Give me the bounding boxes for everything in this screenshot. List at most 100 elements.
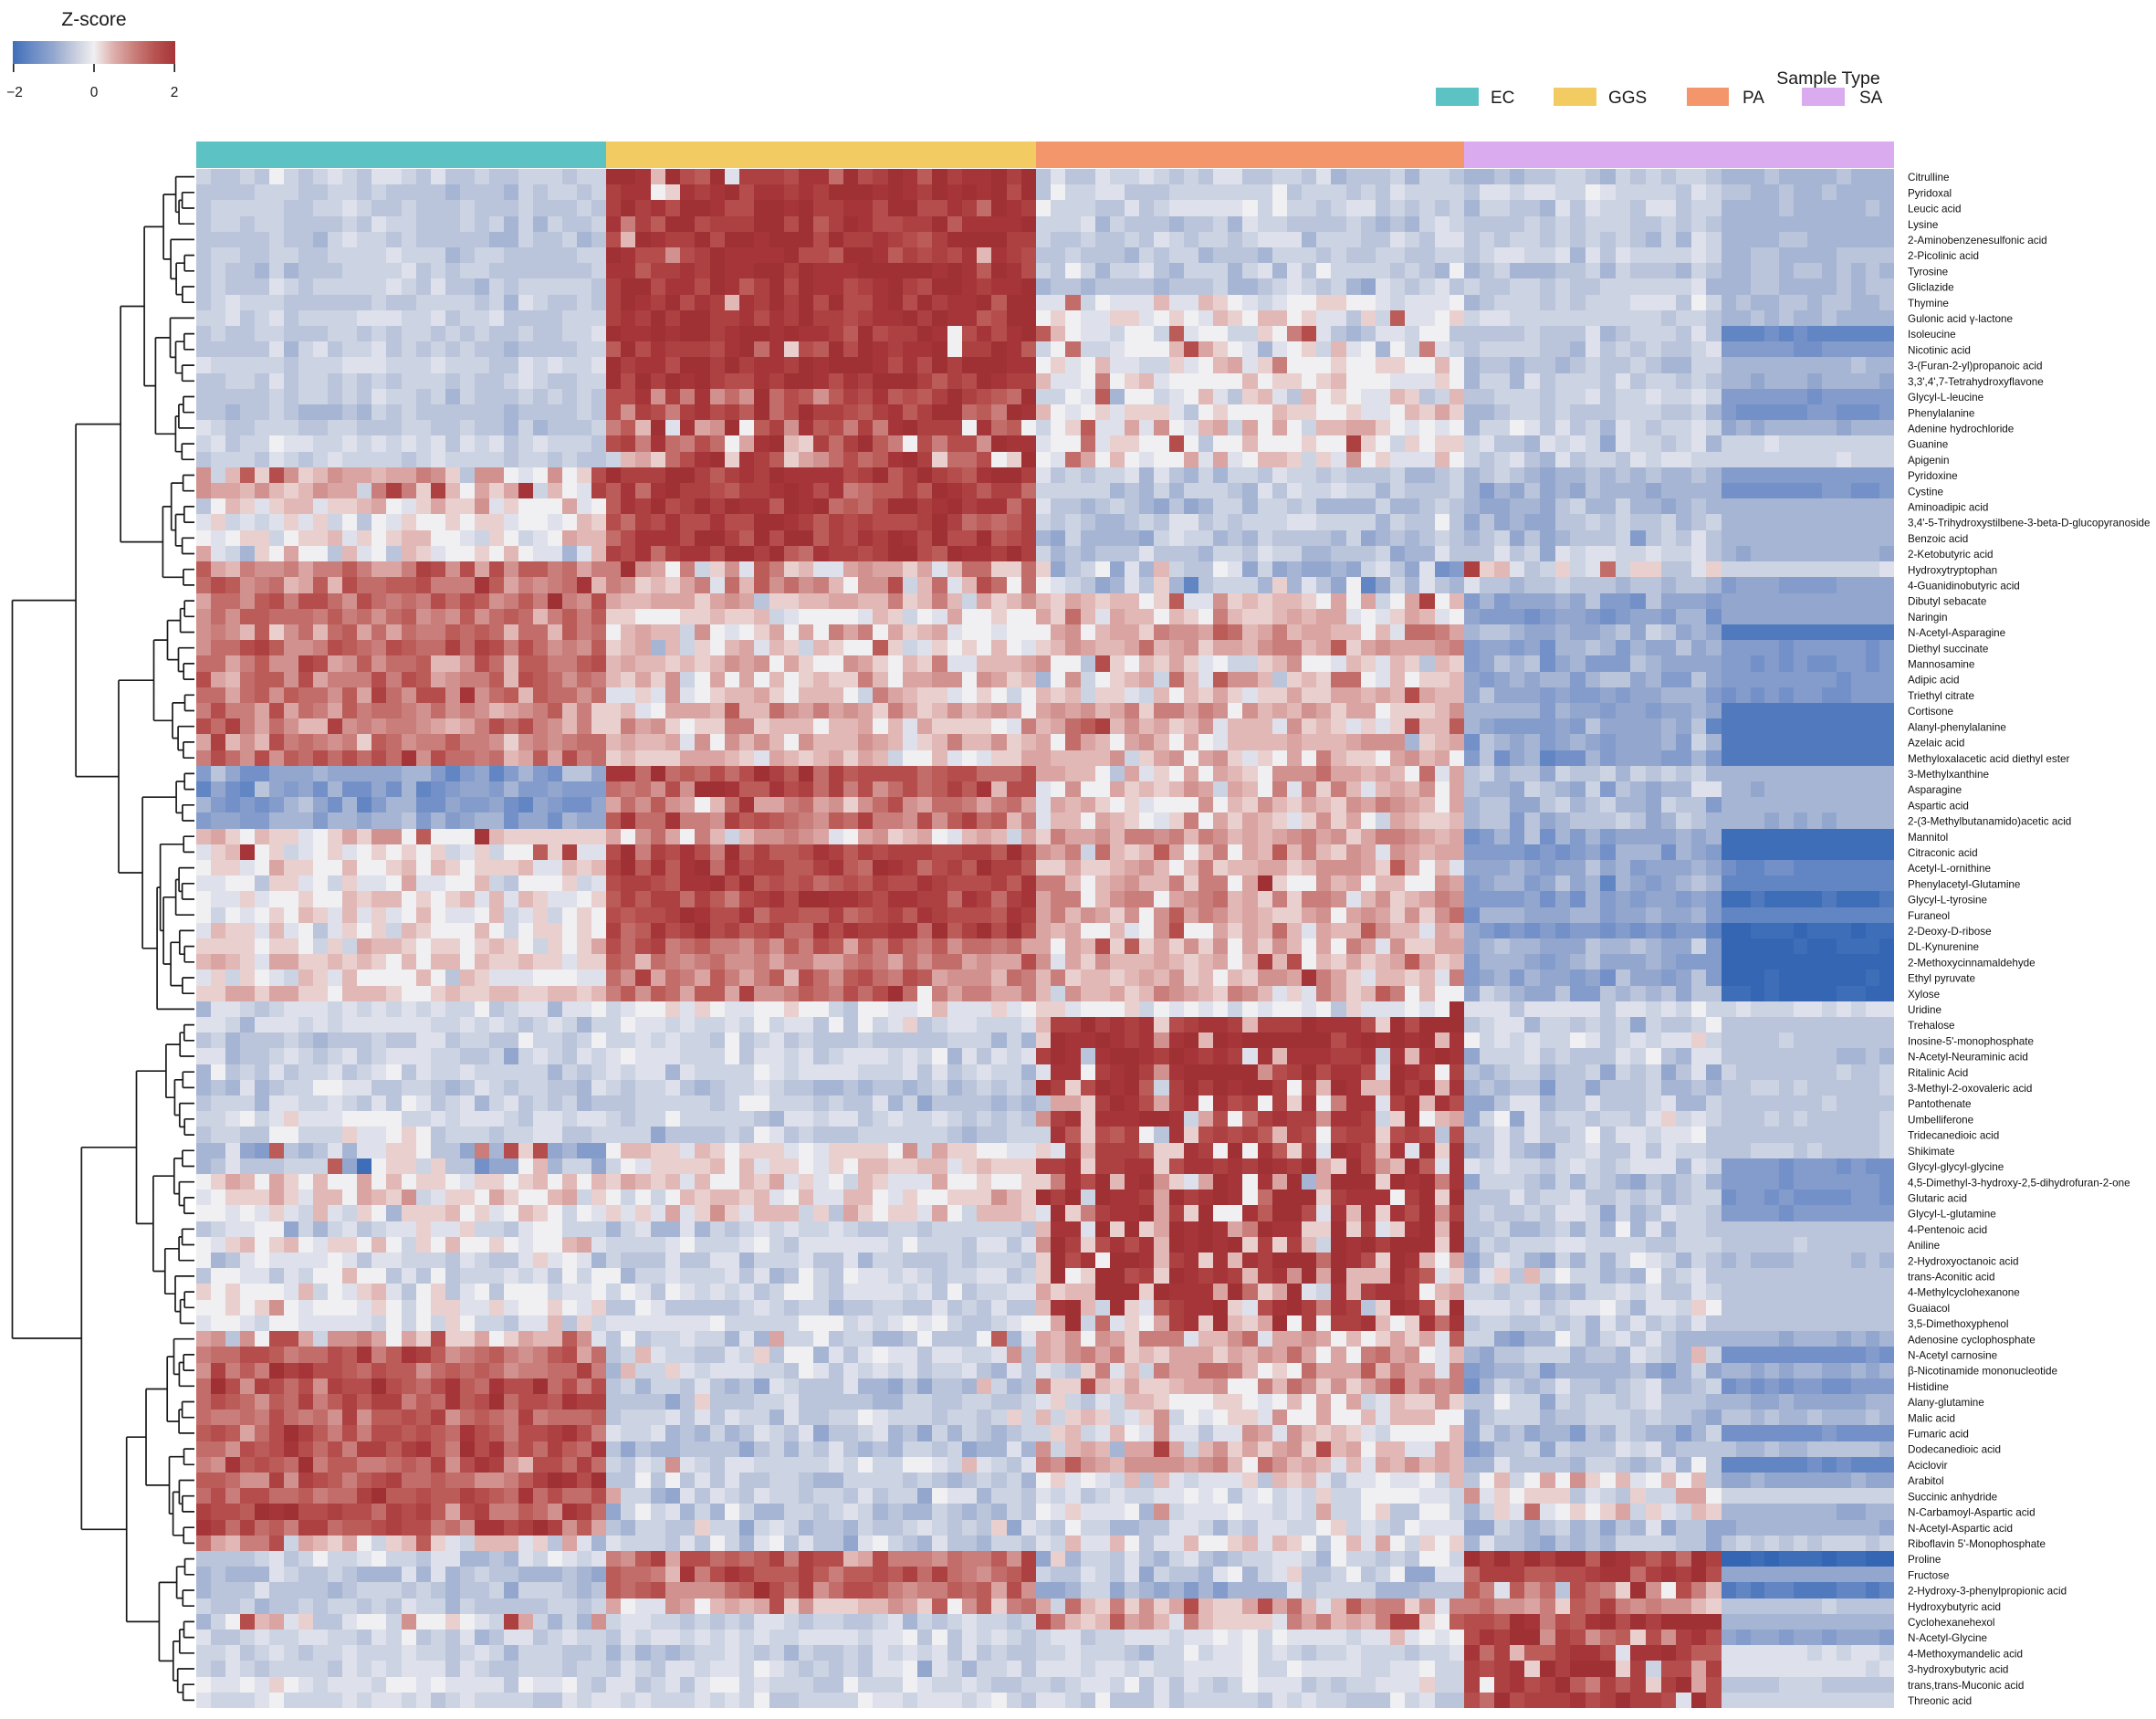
- svg-text:Phenylalanine: Phenylalanine: [1908, 407, 1974, 419]
- svg-text:Apigenin: Apigenin: [1908, 455, 1950, 466]
- svg-text:Aspartic acid: Aspartic acid: [1908, 800, 1969, 812]
- svg-text:Pyridoxine: Pyridoxine: [1908, 470, 1958, 482]
- svg-text:Cortisone: Cortisone: [1908, 706, 1953, 718]
- svg-text:DL-Kynurenine: DL-Kynurenine: [1908, 941, 1979, 953]
- svg-text:2-Hydroxy-3-phenylpropionic ac: 2-Hydroxy-3-phenylpropionic acid: [1908, 1586, 2067, 1598]
- svg-text:Thymine: Thymine: [1908, 298, 1949, 309]
- svg-text:Malic acid: Malic acid: [1908, 1412, 1955, 1424]
- svg-text:2-Ketobutyric acid: 2-Ketobutyric acid: [1908, 549, 1994, 561]
- svg-text:3,4'-5-Trihydroxystilbene-3-be: 3,4'-5-Trihydroxystilbene-3-beta-D-gluco…: [1908, 518, 2151, 529]
- svg-text:Dodecanedioic acid: Dodecanedioic acid: [1908, 1444, 2001, 1456]
- svg-text:Mannosamine: Mannosamine: [1908, 659, 1974, 671]
- svg-text:N-Carbamoyl-Aspartic acid: N-Carbamoyl-Aspartic acid: [1908, 1507, 2036, 1519]
- svg-text:N-Acetyl-Asparagine: N-Acetyl-Asparagine: [1908, 627, 2005, 639]
- svg-text:Fructose: Fructose: [1908, 1569, 1949, 1581]
- svg-text:Acetyl-L-ornithine: Acetyl-L-ornithine: [1908, 863, 1991, 875]
- svg-text:N-Acetyl-Glycine: N-Acetyl-Glycine: [1908, 1632, 1987, 1644]
- svg-text:3,5-Dimethoxyphenol: 3,5-Dimethoxyphenol: [1908, 1318, 2008, 1330]
- svg-text:Aciclovir: Aciclovir: [1908, 1460, 1948, 1472]
- svg-text:Trehalose: Trehalose: [1908, 1020, 1955, 1032]
- svg-text:Glycyl-L-glutamine: Glycyl-L-glutamine: [1908, 1209, 1996, 1221]
- svg-text:Gulonic acid γ-lactone: Gulonic acid γ-lactone: [1908, 313, 2013, 325]
- svg-text:Aminoadipic acid: Aminoadipic acid: [1908, 502, 1988, 514]
- svg-text:4-Pentenoic acid: 4-Pentenoic acid: [1908, 1224, 1987, 1236]
- svg-text:Dibutyl sebacate: Dibutyl sebacate: [1908, 596, 1986, 608]
- svg-text:Methyloxalacetic acid diethyl: Methyloxalacetic acid diethyl ester: [1908, 753, 2069, 765]
- svg-text:Cystine: Cystine: [1908, 486, 1943, 498]
- svg-text:Hydroxybutyric acid: Hydroxybutyric acid: [1908, 1601, 2001, 1613]
- svg-text:Pyridoxal: Pyridoxal: [1908, 187, 1952, 199]
- svg-text:Tyrosine: Tyrosine: [1908, 266, 1948, 278]
- svg-text:Xylose: Xylose: [1908, 989, 1940, 1001]
- svg-text:2-Aminobenzenesulfonic acid: 2-Aminobenzenesulfonic acid: [1908, 235, 2047, 246]
- svg-text:Naringin: Naringin: [1908, 612, 1948, 624]
- svg-text:Guaiacol: Guaiacol: [1908, 1303, 1950, 1315]
- svg-text:Azelaic acid: Azelaic acid: [1908, 738, 1964, 749]
- svg-text:Ethyl pyruvate: Ethyl pyruvate: [1908, 973, 1975, 985]
- svg-text:Mannitol: Mannitol: [1908, 832, 1948, 844]
- svg-text:Leucic acid: Leucic acid: [1908, 204, 1961, 215]
- svg-text:N-Acetyl-Neuraminic acid: N-Acetyl-Neuraminic acid: [1908, 1052, 2028, 1064]
- svg-text:Riboflavin 5'-Monophosphate: Riboflavin 5'-Monophosphate: [1908, 1538, 2046, 1550]
- svg-text:Umbelliferone: Umbelliferone: [1908, 1114, 1973, 1126]
- svg-text:4-Guanidinobutyric acid: 4-Guanidinobutyric acid: [1908, 581, 2020, 592]
- svg-text:SA: SA: [1859, 89, 1883, 108]
- svg-text:Lysine: Lysine: [1908, 219, 1938, 231]
- svg-text:Hydroxytryptophan: Hydroxytryptophan: [1908, 564, 1997, 576]
- svg-text:Isoleucine: Isoleucine: [1908, 329, 1956, 341]
- svg-text:Gliclazide: Gliclazide: [1908, 282, 1954, 294]
- svg-text:Triethyl citrate: Triethyl citrate: [1908, 690, 1974, 702]
- svg-text:2-Methoxycinnamaldehyde: 2-Methoxycinnamaldehyde: [1908, 957, 2036, 969]
- svg-text:Glycyl-L-tyrosine: Glycyl-L-tyrosine: [1908, 895, 1987, 907]
- svg-text:trans-Aconitic acid: trans-Aconitic acid: [1908, 1272, 1995, 1284]
- svg-text:N-Acetyl carnosine: N-Acetyl carnosine: [1908, 1350, 1997, 1362]
- svg-text:3-Methyl-2-oxovaleric acid: 3-Methyl-2-oxovaleric acid: [1908, 1083, 2032, 1095]
- svg-text:3-Methylxanthine: 3-Methylxanthine: [1908, 769, 1989, 781]
- svg-text:Adenosine cyclophosphate: Adenosine cyclophosphate: [1908, 1334, 2036, 1346]
- svg-text:Glycyl-glycyl-glycine: Glycyl-glycyl-glycine: [1908, 1161, 2004, 1173]
- svg-text:GGS: GGS: [1608, 89, 1647, 108]
- svg-text:Arabitol: Arabitol: [1908, 1475, 1944, 1487]
- svg-text:trans,trans-Muconic acid: trans,trans-Muconic acid: [1908, 1680, 2024, 1692]
- svg-text:Tridecanedioic acid: Tridecanedioic acid: [1908, 1130, 1999, 1142]
- svg-text:2-Picolinic acid: 2-Picolinic acid: [1908, 250, 1979, 262]
- svg-text:Ritalinic Acid: Ritalinic Acid: [1908, 1067, 1968, 1079]
- svg-text:Adenine hydrochloride: Adenine hydrochloride: [1908, 424, 2014, 435]
- svg-text:Diethyl succinate: Diethyl succinate: [1908, 643, 1988, 655]
- svg-text:Nicotinic acid: Nicotinic acid: [1908, 344, 1971, 356]
- svg-text:Alany-glutamine: Alany-glutamine: [1908, 1397, 1984, 1409]
- svg-text:Guanine: Guanine: [1908, 439, 1948, 451]
- svg-text:4-Methoxymandelic acid: 4-Methoxymandelic acid: [1908, 1648, 2023, 1660]
- svg-text:Cyclohexanehexol: Cyclohexanehexol: [1908, 1617, 1995, 1629]
- svg-text:2: 2: [171, 85, 179, 100]
- svg-text:−2: −2: [6, 85, 23, 100]
- svg-text:4-Methylcyclohexanone: 4-Methylcyclohexanone: [1908, 1287, 2020, 1299]
- svg-text:Furaneol: Furaneol: [1908, 910, 1950, 922]
- svg-text:Sample Type: Sample Type: [1776, 68, 1879, 89]
- svg-text:Adipic acid: Adipic acid: [1908, 675, 1960, 687]
- svg-text:Glutaric acid: Glutaric acid: [1908, 1193, 1967, 1205]
- svg-text:PA: PA: [1743, 89, 1764, 108]
- svg-text:Fumaric acid: Fumaric acid: [1908, 1429, 1969, 1441]
- svg-text:Benzoic acid: Benzoic acid: [1908, 533, 1968, 545]
- svg-text:Histidine: Histidine: [1908, 1381, 1949, 1393]
- svg-text:3-(Furan-2-yl)propanoic acid: 3-(Furan-2-yl)propanoic acid: [1908, 361, 2042, 372]
- svg-text:3-hydroxybutyric acid: 3-hydroxybutyric acid: [1908, 1664, 2008, 1676]
- svg-text:Shikimate: Shikimate: [1908, 1146, 1954, 1158]
- svg-text:Pantothenate: Pantothenate: [1908, 1098, 1972, 1110]
- svg-text:Phenylacetyl-Glutamine: Phenylacetyl-Glutamine: [1908, 878, 2020, 890]
- svg-text:Inosine-5'-monophosphate: Inosine-5'-monophosphate: [1908, 1035, 2034, 1047]
- svg-text:Proline: Proline: [1908, 1554, 1941, 1566]
- svg-text:2-Hydroxyoctanoic acid: 2-Hydroxyoctanoic acid: [1908, 1255, 2018, 1267]
- svg-text:β-Nicotinamide mononucleotide: β-Nicotinamide mononucleotide: [1908, 1366, 2057, 1378]
- svg-text:Alanyl-phenylalanine: Alanyl-phenylalanine: [1908, 721, 2006, 733]
- svg-text:2-(3-Methylbutanamido)acetic a: 2-(3-Methylbutanamido)acetic acid: [1908, 816, 2071, 828]
- svg-text:Z-score: Z-score: [61, 9, 126, 30]
- svg-text:N-Acetyl-Aspartic acid: N-Acetyl-Aspartic acid: [1908, 1523, 2013, 1535]
- svg-text:0: 0: [90, 85, 99, 100]
- svg-text:Citraconic acid: Citraconic acid: [1908, 847, 1978, 859]
- svg-text:Threonic acid: Threonic acid: [1908, 1695, 1972, 1707]
- svg-text:4,5-Dimethyl-3-hydroxy-2,5-dih: 4,5-Dimethyl-3-hydroxy-2,5-dihydrofuran-…: [1908, 1177, 2130, 1189]
- svg-text:Glycyl-L-leucine: Glycyl-L-leucine: [1908, 392, 1983, 404]
- svg-text:Succinic anhydride: Succinic anhydride: [1908, 1491, 1997, 1503]
